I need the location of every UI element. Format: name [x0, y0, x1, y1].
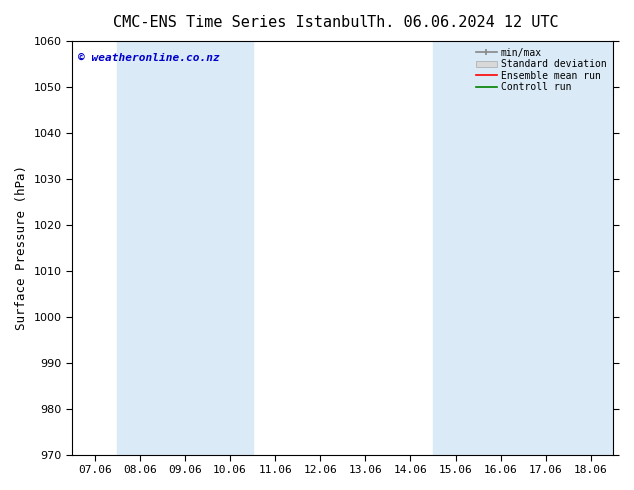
Bar — [568, 41, 634, 455]
Bar — [117, 41, 252, 455]
Text: CMC-ENS Time Series Istanbul: CMC-ENS Time Series Istanbul — [113, 15, 368, 30]
Legend: min/max, Standard deviation, Ensemble mean run, Controll run: min/max, Standard deviation, Ensemble me… — [474, 46, 609, 94]
Text: © weatheronline.co.nz: © weatheronline.co.nz — [77, 53, 219, 64]
Bar — [433, 41, 568, 455]
Y-axis label: Surface Pressure (hPa): Surface Pressure (hPa) — [15, 165, 28, 330]
Text: Th. 06.06.2024 12 UTC: Th. 06.06.2024 12 UTC — [367, 15, 559, 30]
